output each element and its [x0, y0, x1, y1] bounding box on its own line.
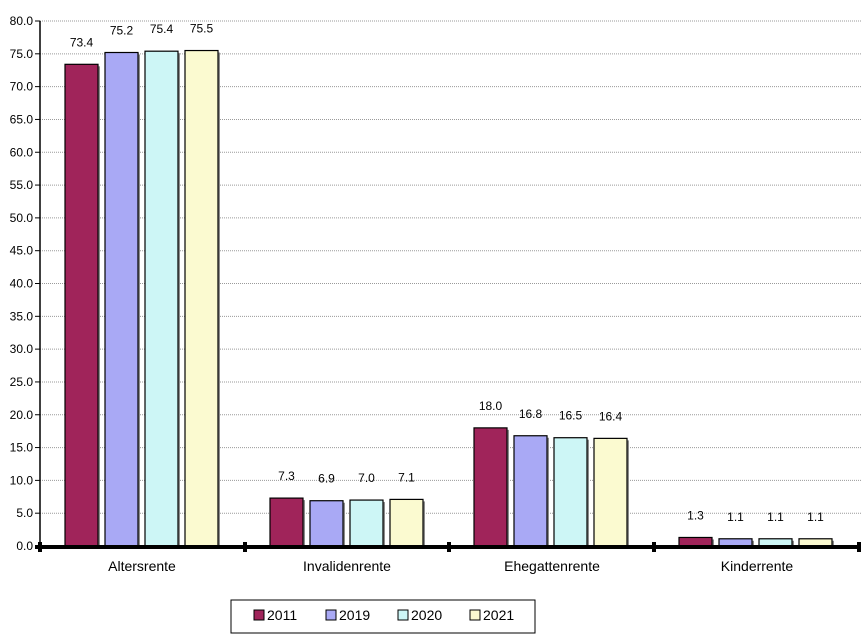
- legend-label-2011: 2011: [267, 607, 297, 623]
- bar-2011-kinderrente: [678, 536, 713, 547]
- x-tick-mark: [652, 542, 656, 552]
- y-tick-label: 40.0: [10, 277, 34, 291]
- x-tick-mark: [447, 542, 451, 552]
- y-tick-label: 5.0: [16, 506, 33, 520]
- legend-swatch-2021: [469, 609, 481, 621]
- bar-2011-altersrente: [64, 63, 99, 547]
- data-label: 75.5: [190, 22, 214, 36]
- data-labels: 73.4 7.3 18.0 1.3 75.2 6.9 16.8 1.1 75.4 7.0 16.5 1…: [70, 22, 824, 524]
- data-label: 1.1: [767, 510, 784, 524]
- y-tick-label: 45.0: [10, 244, 34, 258]
- data-label: 6.9: [318, 472, 335, 486]
- bar-2020-altersrente: [144, 50, 179, 547]
- data-label: 7.1: [398, 470, 415, 484]
- y-tick-label: 30.0: [10, 342, 34, 356]
- y-tick-label: 80.0: [10, 14, 34, 28]
- y-axis-tick-labels: 0.0 5.0 10.0 15.0 20.0 25.0 30.0 35.0 40.0 45.0 50…: [10, 14, 34, 553]
- bar-2011-ehegattenrente: [473, 427, 508, 547]
- bar-2020-kinderrente: [758, 538, 793, 547]
- data-label: 75.2: [110, 24, 134, 38]
- bar-2019-invalidenrente: [309, 500, 344, 547]
- y-tick-label: 55.0: [10, 178, 34, 192]
- data-label: 1.1: [727, 510, 744, 524]
- legend-label-2020: 2020: [411, 607, 442, 623]
- y-tick-label: 70.0: [10, 80, 34, 94]
- data-label: 75.4: [150, 22, 174, 36]
- category-label: Altersrente: [108, 558, 176, 574]
- bar-2019-altersrente: [104, 51, 139, 547]
- x-axis-category-labels: Altersrente Invalidenrente Ehegattenrente K…: [108, 558, 793, 574]
- bar-2020-ehegattenrente: [553, 437, 588, 547]
- y-tick-label: 25.0: [10, 375, 34, 389]
- y-tick-label: 75.0: [10, 47, 34, 61]
- legend-label-2019: 2019: [339, 607, 370, 623]
- legend-swatch-2019: [325, 609, 337, 621]
- x-tick-mark: [243, 542, 247, 552]
- legend-label-2021: 2021: [483, 607, 514, 623]
- data-label: 1.1: [807, 510, 824, 524]
- category-label: Ehegattenrente: [504, 558, 600, 574]
- data-label: 18.0: [479, 399, 503, 413]
- bars: [64, 49, 834, 548]
- bar-2019-kinderrente: [718, 538, 753, 547]
- bar-2021-ehegattenrente: [593, 437, 628, 547]
- bar-2021-altersrente: [184, 49, 219, 547]
- y-tick-label: 10.0: [10, 473, 34, 487]
- data-label: 16.4: [599, 409, 623, 423]
- y-tick-label: 35.0: [10, 309, 34, 323]
- legend-box: [230, 599, 536, 634]
- data-label: 7.3: [278, 469, 295, 483]
- data-label: 1.3: [687, 508, 704, 522]
- legend-swatch-2020: [397, 609, 409, 621]
- y-tick-label: 0.0: [16, 539, 33, 553]
- bar-2021-invalidenrente: [389, 498, 424, 547]
- legend-swatch-2011: [253, 609, 265, 621]
- y-tick-label: 65.0: [10, 112, 34, 126]
- bar-2019-ehegattenrente: [513, 435, 548, 547]
- bar-2020-invalidenrente: [349, 499, 384, 547]
- y-tick-label: 60.0: [10, 145, 34, 159]
- category-label: Kinderrente: [721, 558, 794, 574]
- data-label: 16.5: [559, 409, 583, 423]
- legend: 2011 2019 2020 2021: [230, 599, 536, 634]
- axes: [35, 20, 861, 552]
- y-tick-label: 50.0: [10, 211, 34, 225]
- x-tick-mark: [38, 542, 42, 552]
- y-tick-label: 15.0: [10, 441, 34, 455]
- y-tick-label: 20.0: [10, 408, 34, 422]
- bar-2021-kinderrente: [798, 538, 833, 547]
- data-label: 7.0: [358, 471, 375, 485]
- x-tick-mark: [857, 542, 861, 552]
- data-label: 16.8: [519, 407, 543, 421]
- category-label: Invalidenrente: [303, 558, 391, 574]
- bar-2011-invalidenrente: [269, 497, 304, 547]
- data-label: 73.4: [70, 35, 94, 49]
